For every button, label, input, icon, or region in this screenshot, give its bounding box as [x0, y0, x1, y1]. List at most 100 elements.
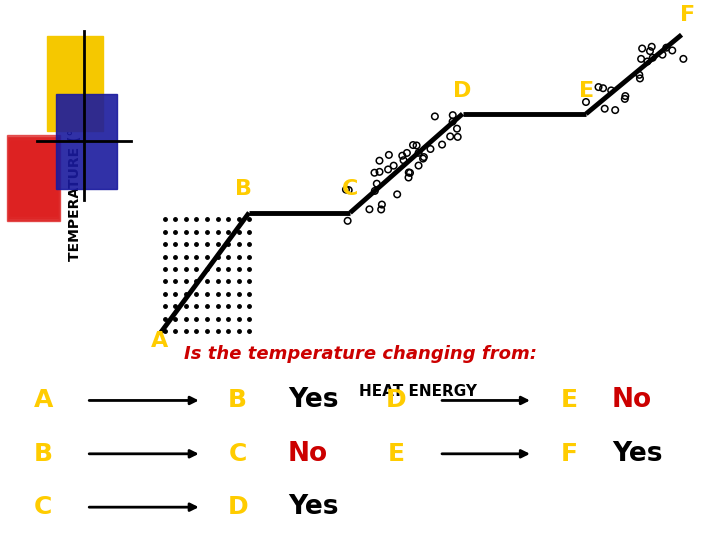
FancyBboxPatch shape [47, 36, 102, 131]
Text: F: F [560, 442, 577, 466]
Point [369, 168, 380, 177]
Text: A: A [34, 388, 53, 413]
Point [392, 190, 403, 199]
FancyBboxPatch shape [17, 151, 50, 206]
Point [634, 74, 646, 83]
Point [340, 185, 351, 194]
FancyBboxPatch shape [9, 138, 58, 218]
Point [364, 205, 375, 214]
Point [413, 148, 424, 157]
FancyBboxPatch shape [26, 166, 41, 190]
Point [376, 200, 387, 209]
Text: TEMPERATURE (°C): TEMPERATURE (°C) [68, 112, 82, 261]
Point [418, 153, 430, 161]
FancyBboxPatch shape [15, 149, 51, 207]
Point [342, 217, 354, 225]
FancyBboxPatch shape [13, 145, 53, 211]
Point [660, 43, 672, 52]
Point [408, 141, 419, 150]
Point [371, 179, 382, 188]
FancyBboxPatch shape [8, 137, 59, 220]
FancyBboxPatch shape [14, 147, 53, 210]
Text: B: B [228, 388, 247, 413]
Text: B: B [235, 179, 252, 199]
Point [646, 43, 657, 51]
Text: E: E [578, 80, 594, 100]
FancyBboxPatch shape [11, 142, 55, 214]
Point [447, 117, 459, 126]
Point [598, 84, 609, 92]
Text: D: D [228, 495, 248, 519]
Point [447, 111, 459, 119]
Text: E: E [560, 388, 577, 413]
Point [374, 167, 385, 176]
Point [619, 94, 631, 103]
Point [397, 156, 409, 165]
FancyBboxPatch shape [12, 144, 55, 213]
Text: Yes: Yes [288, 494, 338, 520]
Point [642, 57, 653, 66]
FancyBboxPatch shape [24, 163, 43, 194]
Point [609, 106, 621, 114]
Point [451, 124, 463, 133]
Point [635, 55, 647, 63]
Text: D: D [454, 80, 472, 100]
FancyBboxPatch shape [10, 140, 57, 216]
Text: A: A [150, 331, 168, 351]
Text: Is the temperature changing from:: Is the temperature changing from: [184, 345, 536, 363]
FancyBboxPatch shape [6, 135, 60, 221]
Point [620, 92, 631, 100]
Point [382, 165, 394, 174]
Text: C: C [34, 495, 53, 519]
Text: Yes: Yes [288, 388, 338, 414]
Point [636, 44, 648, 53]
Text: E: E [387, 442, 405, 466]
Point [580, 98, 592, 106]
Point [644, 47, 656, 56]
FancyBboxPatch shape [24, 164, 42, 192]
Text: No: No [612, 388, 652, 414]
Text: C: C [228, 442, 247, 466]
Point [383, 151, 395, 159]
Text: Yes: Yes [612, 441, 662, 467]
Point [452, 133, 464, 141]
Point [606, 86, 617, 94]
Point [667, 46, 678, 55]
Point [444, 132, 456, 141]
Text: No: No [288, 441, 328, 467]
Point [401, 148, 413, 157]
Point [375, 205, 387, 214]
Point [343, 186, 354, 194]
FancyBboxPatch shape [22, 161, 44, 195]
FancyBboxPatch shape [27, 168, 40, 188]
FancyBboxPatch shape [19, 156, 47, 201]
Point [369, 187, 381, 195]
Point [647, 53, 659, 62]
Point [404, 168, 415, 177]
Point [411, 141, 423, 150]
FancyBboxPatch shape [22, 159, 45, 197]
Point [634, 71, 645, 79]
Point [388, 161, 400, 170]
Point [593, 83, 604, 91]
Text: F: F [680, 5, 695, 25]
Point [436, 140, 448, 149]
Point [599, 104, 611, 113]
FancyBboxPatch shape [56, 94, 117, 189]
Point [429, 112, 441, 121]
Point [425, 145, 436, 153]
Point [413, 161, 424, 170]
Text: HEAT ENERGY: HEAT ENERGY [359, 384, 477, 399]
FancyBboxPatch shape [17, 152, 49, 204]
FancyBboxPatch shape [19, 154, 48, 202]
Text: C: C [342, 179, 359, 199]
Point [678, 55, 689, 63]
Point [402, 173, 414, 182]
Text: B: B [34, 442, 53, 466]
Point [397, 151, 408, 160]
FancyBboxPatch shape [20, 158, 46, 199]
Point [657, 50, 668, 59]
Point [418, 154, 429, 163]
Text: D: D [386, 388, 406, 413]
Point [403, 168, 415, 177]
